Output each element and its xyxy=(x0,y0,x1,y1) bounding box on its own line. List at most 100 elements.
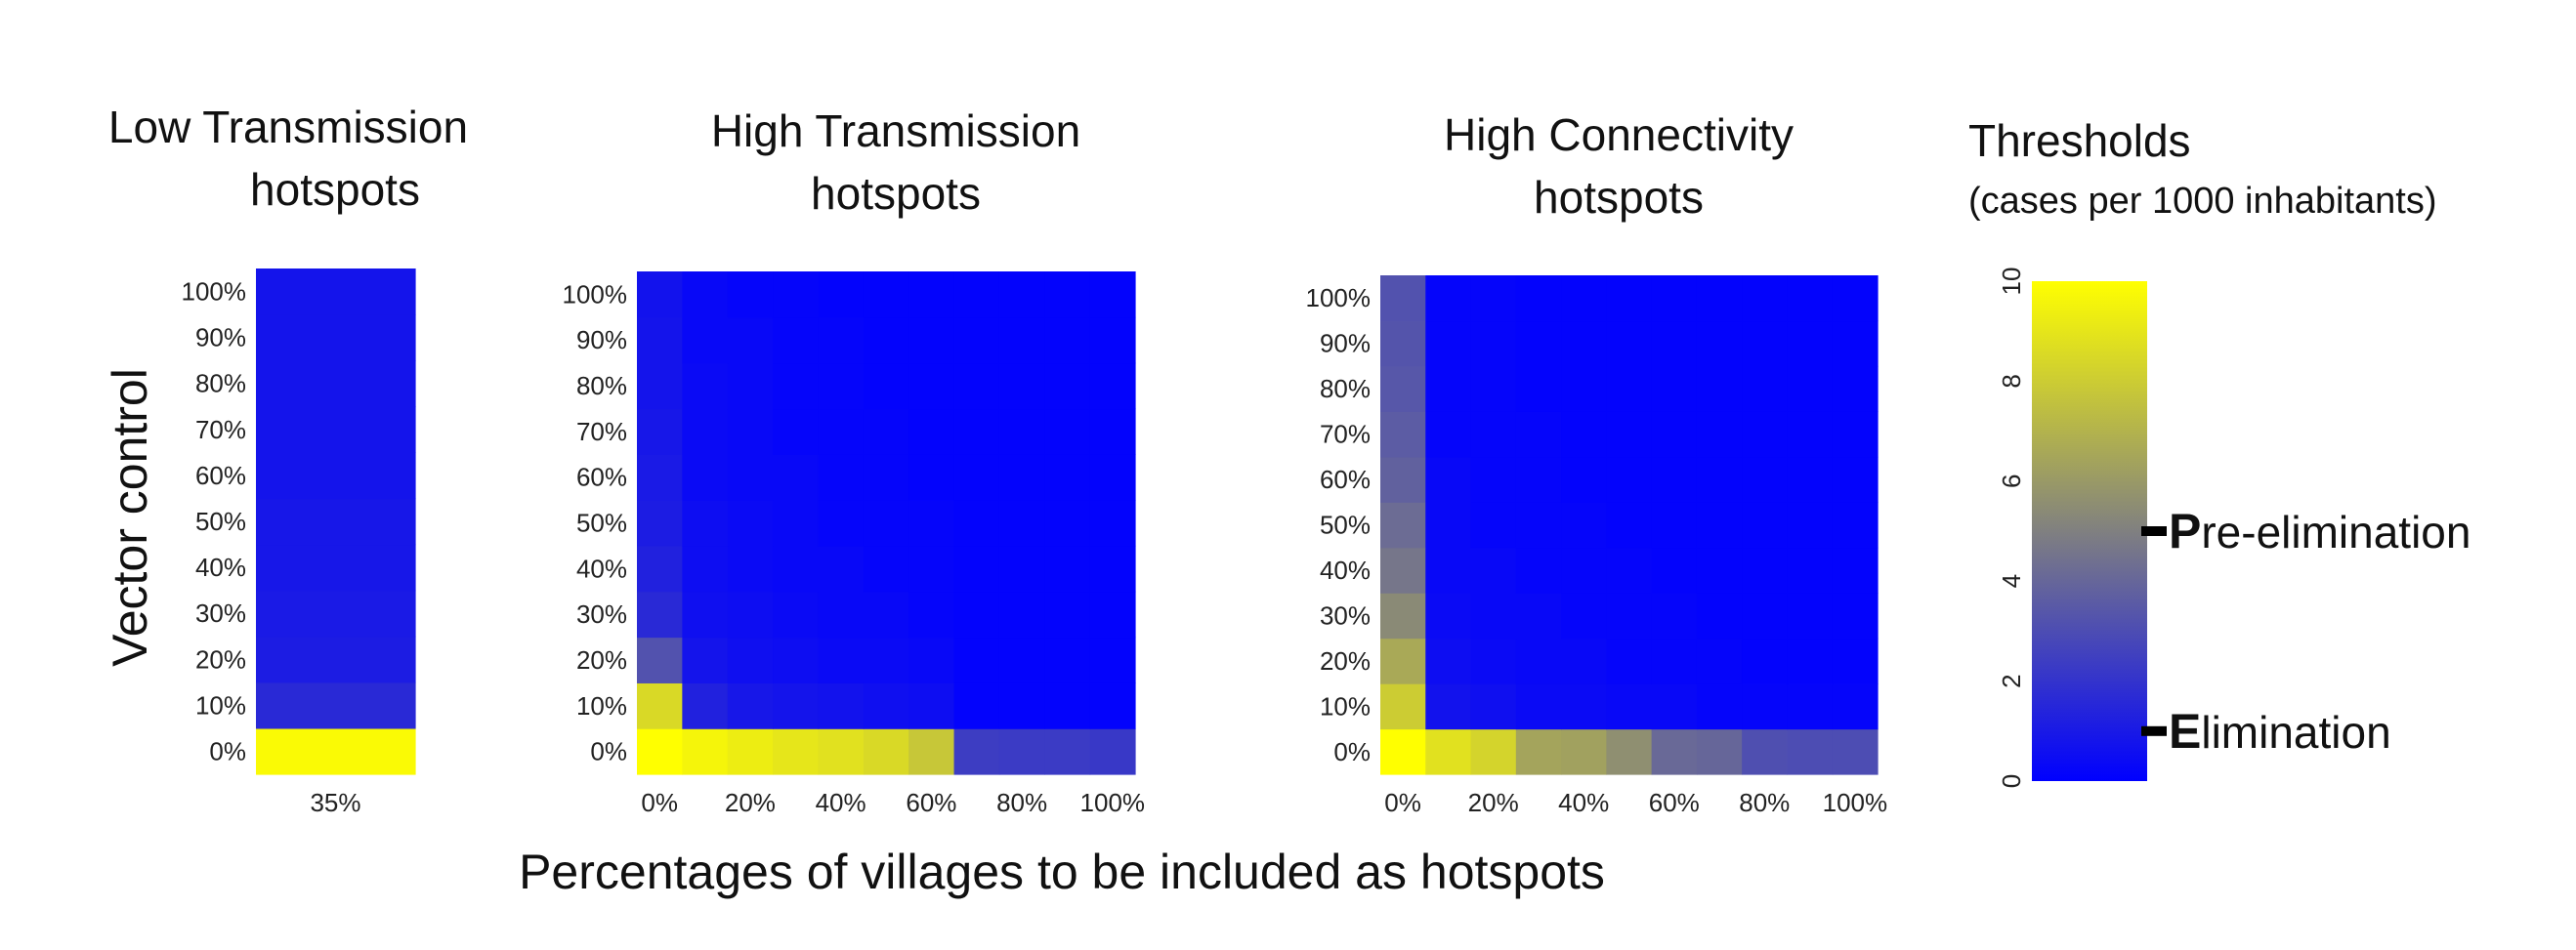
heatmap-cell xyxy=(1696,275,1743,322)
heatmap-cell xyxy=(1606,683,1653,730)
threshold-marker xyxy=(2141,526,2167,536)
x-tick-label: 40% xyxy=(816,788,866,817)
heatmap-cell xyxy=(727,362,774,410)
heatmap-cell xyxy=(682,591,729,639)
heatmap-cell xyxy=(818,728,865,775)
heatmap-cell xyxy=(1832,547,1879,594)
x-tick-label: 35% xyxy=(310,788,360,817)
legend-ticks: 0 2 4 6 8 10 xyxy=(1997,268,2026,789)
heatmap-cell xyxy=(1380,456,1426,503)
heatmap-cell xyxy=(953,362,1000,410)
heatmap-cell xyxy=(1606,411,1653,458)
heatmap-cell xyxy=(818,591,865,639)
heatmap-cell xyxy=(1425,638,1472,684)
heatmap-cell xyxy=(1470,275,1517,322)
heatmap-cell xyxy=(818,500,865,547)
heatmap-cell xyxy=(953,637,1000,683)
heatmap-cell xyxy=(256,452,416,500)
y-tick-label: 10% xyxy=(195,690,246,720)
heatmap-cell xyxy=(1561,411,1607,458)
heatmap-cell xyxy=(1787,638,1834,684)
heatmap-cell xyxy=(1044,454,1091,501)
heatmap-cell xyxy=(1470,320,1517,367)
heatmap-cell xyxy=(1425,683,1472,730)
heatmap-cell xyxy=(1425,547,1472,594)
heatmap-cell xyxy=(1470,638,1517,684)
heatmap-cell xyxy=(1089,545,1136,593)
x-tick-label: 100% xyxy=(1080,788,1146,817)
y-tick-label: 10% xyxy=(1320,691,1371,721)
heatmap-cell xyxy=(863,682,909,729)
heatmap-cell xyxy=(953,316,1000,364)
heatmap-cell xyxy=(1470,593,1517,640)
heatmap-cell xyxy=(1380,638,1426,684)
heatmap-cell xyxy=(1561,593,1607,640)
heatmap-cell xyxy=(1832,411,1879,458)
heatmap-cell xyxy=(1742,275,1789,322)
heatmap-cell xyxy=(998,728,1045,775)
heatmap-cell xyxy=(682,728,729,775)
y-tick-label: 30% xyxy=(195,599,246,628)
y-tick-label: 0% xyxy=(590,737,627,766)
heatmap-cell xyxy=(637,454,683,501)
y-tick-label: 100% xyxy=(563,279,628,309)
heatmap-cell xyxy=(1044,637,1091,683)
heatmap-cell xyxy=(1515,320,1562,367)
heatmap-cell xyxy=(1425,320,1472,367)
heatmap-cell xyxy=(998,454,1045,501)
heatmap-cell xyxy=(637,637,683,683)
heatmap-cell xyxy=(863,637,909,683)
heatmap-cell xyxy=(1561,365,1607,412)
heatmap-cell xyxy=(682,682,729,729)
heatmap-cell xyxy=(998,362,1045,410)
y-tick-label: 80% xyxy=(1320,374,1371,403)
heatmap-cell xyxy=(1380,411,1426,458)
heatmap-cell xyxy=(1651,638,1698,684)
heatmap-cell xyxy=(908,591,955,639)
heatmap-cell xyxy=(256,406,416,453)
panel-3-title-line-2: hotspots xyxy=(1534,172,1704,223)
heatmap-cell xyxy=(1696,411,1743,458)
heatmap-cell xyxy=(1425,456,1472,503)
heatmap-cell xyxy=(637,728,683,775)
heatmap-cell xyxy=(637,500,683,547)
heatmap-cell xyxy=(1606,593,1653,640)
heatmap-cell xyxy=(727,454,774,501)
heatmap-cell xyxy=(998,637,1045,683)
heatmap-cell xyxy=(1425,365,1472,412)
heatmap-cell xyxy=(1561,456,1607,503)
heatmap-cell xyxy=(1651,502,1698,549)
heatmap-cell xyxy=(1470,365,1517,412)
threshold-label: Pre-elimination xyxy=(2169,504,2470,558)
heatmap-cell xyxy=(1742,593,1789,640)
heatmap-cell xyxy=(1832,638,1879,684)
heatmap-cell xyxy=(998,545,1045,593)
y-tick-label: 50% xyxy=(195,507,246,536)
heatmap-cell xyxy=(1561,638,1607,684)
heatmap-cell xyxy=(1832,365,1879,412)
y-tick-label: 90% xyxy=(576,325,627,354)
y-tick-label: 90% xyxy=(195,323,246,352)
heatmap-cell xyxy=(1787,365,1834,412)
legend-tick-label: 8 xyxy=(1997,374,2026,388)
heatmap-cell xyxy=(1515,365,1562,412)
heatmap-cell xyxy=(637,591,683,639)
heatmap-cell xyxy=(727,316,774,364)
heatmap-cell xyxy=(773,545,820,593)
y-tick-label: 100% xyxy=(1306,283,1372,312)
heatmap-cell xyxy=(1515,593,1562,640)
heatmap-cell xyxy=(1425,502,1472,549)
y-tick-label: 60% xyxy=(195,461,246,490)
heatmap-cell xyxy=(727,728,774,775)
heatmap-cell xyxy=(1651,728,1698,775)
heatmap-cell xyxy=(1606,728,1653,775)
legend-tick-label: 4 xyxy=(1997,574,2026,588)
heatmap-cell xyxy=(1380,320,1426,367)
heatmap-cell xyxy=(818,362,865,410)
heatmap-cell xyxy=(818,682,865,729)
heatmap-cell xyxy=(1470,547,1517,594)
heatmap-cell xyxy=(1787,593,1834,640)
heatmap-cell xyxy=(1089,728,1136,775)
legend-tick-label: 0 xyxy=(1997,774,2026,788)
heatmap-cell xyxy=(1742,638,1789,684)
